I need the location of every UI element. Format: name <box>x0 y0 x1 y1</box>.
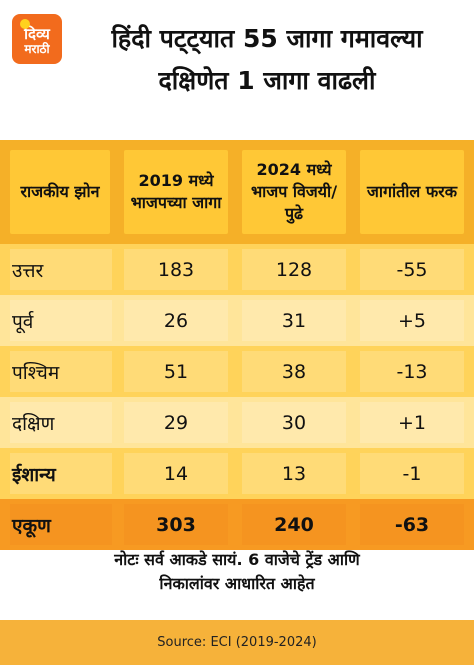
table-row: ईशान्य 14 13 -1 <box>0 448 474 499</box>
seats-2024-cell: 31 <box>242 300 346 341</box>
diff-cell: +1 <box>360 402 464 443</box>
total-2019: 303 <box>124 504 228 545</box>
total-2024: 240 <box>242 504 346 545</box>
source-bar: Source: ECI (2019-2024) <box>0 620 474 665</box>
header-zone: राजकीय झोन <box>10 150 110 234</box>
zone-cell: ईशान्य <box>10 453 112 494</box>
diff-cell: -1 <box>360 453 464 494</box>
diff-cell: -13 <box>360 351 464 392</box>
brand-logo[interactable]: दिव्य मराठी <box>12 14 62 64</box>
source-text: Source: ECI (2019-2024) <box>157 635 317 650</box>
seats-2019-cell: 183 <box>124 249 228 290</box>
total-diff: -63 <box>360 504 464 545</box>
seats-2024-cell: 13 <box>242 453 346 494</box>
table-row: दक्षिण 29 30 +1 <box>0 397 474 448</box>
table-row: पूर्व 26 31 +5 <box>0 295 474 346</box>
header-2019: 2019 मध्ये भाजपच्या जागा <box>124 150 228 234</box>
seats-2024-cell: 30 <box>242 402 346 443</box>
sun-icon <box>20 19 30 29</box>
header-2024: 2024 मध्ये भाजप विजयी/पुढे <box>242 150 346 234</box>
total-label: एकूण <box>10 504 112 545</box>
seats-2019-cell: 51 <box>124 351 228 392</box>
seats-2024-cell: 128 <box>242 249 346 290</box>
headline-line1: हिंदी पट्ट्यात 55 जागा गमावल्या <box>111 24 423 53</box>
header-diff: जागांतील फरक <box>360 150 464 234</box>
diff-cell: -55 <box>360 249 464 290</box>
zone-cell: दक्षिण <box>10 402 112 443</box>
header: दिव्य मराठी हिंदी पट्ट्यात 55 जागा गमावल… <box>0 0 474 120</box>
seats-2019-cell: 29 <box>124 402 228 443</box>
logo-line2: मराठी <box>24 41 50 56</box>
zone-cell: पूर्व <box>10 300 112 341</box>
seats-2019-cell: 14 <box>124 453 228 494</box>
logo-line1: दिव्य <box>24 24 50 43</box>
footnote: नोटः सर्व आकडे सायं. 6 वाजेचे ट्रेंड आणि… <box>0 548 474 596</box>
seat-table: राजकीय झोन 2019 मध्ये भाजपच्या जागा 2024… <box>0 140 474 550</box>
headline-line2: दक्षिणेत 1 जागा वाढली <box>158 66 376 95</box>
headline: हिंदी पट्ट्यात 55 जागा गमावल्या दक्षिणेत… <box>72 18 462 102</box>
table-total-row: एकूण 303 240 -63 <box>0 499 474 550</box>
seats-2024-cell: 38 <box>242 351 346 392</box>
diff-cell: +5 <box>360 300 464 341</box>
zone-cell: पश्चिम <box>10 351 112 392</box>
zone-cell: उत्तर <box>10 249 112 290</box>
table-header-row: राजकीय झोन 2019 मध्ये भाजपच्या जागा 2024… <box>0 140 474 244</box>
table-row: उत्तर 183 128 -55 <box>0 244 474 295</box>
seats-2019-cell: 26 <box>124 300 228 341</box>
table-row: पश्चिम 51 38 -13 <box>0 346 474 397</box>
footnote-line1: नोटः सर्व आकडे सायं. 6 वाजेचे ट्रेंड आणि <box>114 550 360 569</box>
footnote-line2: निकालांवर आधारित आहेत <box>159 574 315 593</box>
